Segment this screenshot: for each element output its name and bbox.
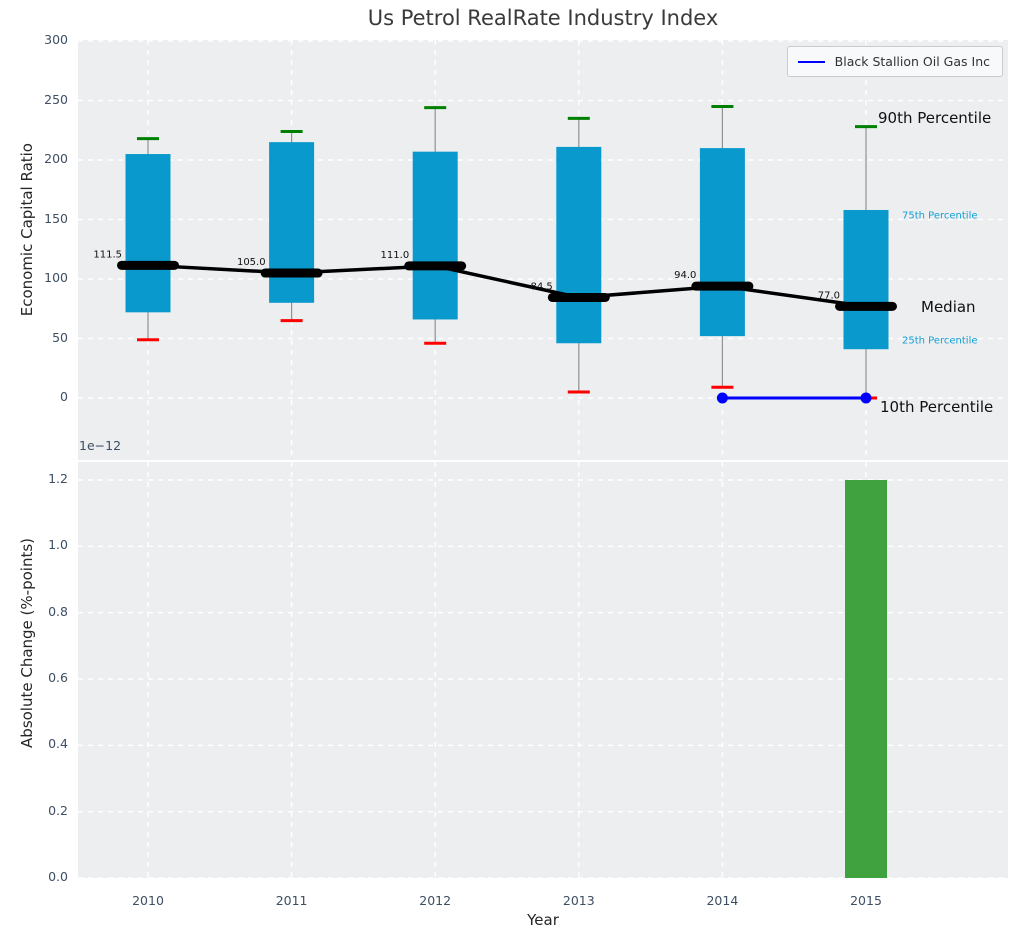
top-y-axis-label: Economic Capital Ratio	[18, 143, 36, 317]
xtick-label: 2012	[419, 893, 452, 908]
top-ytick-label: 300	[44, 32, 68, 47]
top-ytick-label: 200	[44, 151, 68, 166]
bottom-y-axis-label: Absolute Change (%-points)	[18, 538, 36, 748]
bottom-axes	[78, 462, 1008, 879]
xtick-label: 2011	[275, 893, 308, 908]
median-value-label: 77.0	[818, 290, 840, 301]
top-ytick-label: 100	[44, 270, 68, 285]
top-ytick-label: 50	[52, 329, 68, 345]
iqr-box	[843, 209, 889, 350]
company-marker	[716, 392, 728, 404]
iqr-box	[269, 142, 315, 303]
median-value-label: 111.0	[381, 250, 410, 261]
xtick-label: 2014	[706, 893, 739, 908]
bottom-ytick-label: 0.4	[48, 736, 68, 752]
bottom-ytick-label: 0.8	[48, 603, 68, 619]
median-marker	[547, 292, 610, 302]
median-value-label: 84.5	[531, 281, 553, 292]
top-ytick-label: 150	[44, 210, 68, 226]
axis-offset-text: 1e−12	[79, 438, 122, 453]
median-marker	[260, 268, 323, 278]
iqr-box	[699, 148, 745, 337]
median-line	[147, 263, 867, 309]
legend-label: Black Stallion Oil Gas Inc	[834, 54, 990, 69]
annotation-median: Median	[921, 298, 976, 316]
median-marker	[835, 301, 897, 311]
bottom-ytick-label: 0.6	[48, 670, 68, 685]
median-value-label: 94.0	[674, 270, 696, 281]
chart-title: Us Petrol RealRate Industry Index	[367, 6, 719, 30]
top-ytick-label: 0	[60, 389, 68, 404]
company-marker	[860, 392, 872, 404]
x-axis-label: Year	[527, 911, 559, 929]
bottom-ytick-label: 1.2	[48, 471, 68, 486]
xtick-label: 2010	[132, 893, 164, 908]
change-bar	[845, 480, 887, 878]
median-marker	[691, 281, 754, 291]
median-marker	[404, 261, 467, 271]
legend-line-swatch	[797, 60, 825, 63]
bottom-ytick-label: 1.0	[48, 537, 68, 553]
xtick-label: 2015	[850, 893, 882, 908]
legend: Black Stallion Oil Gas Inc	[786, 46, 1003, 77]
bottom-plot-svg	[78, 462, 1008, 879]
annotation-25th-percentile: 25th Percentile	[902, 335, 978, 347]
annotation-10th-percentile: 10th Percentile	[880, 398, 994, 416]
iqr-box	[556, 146, 602, 344]
annotation-75th-percentile: 75th Percentile	[902, 210, 978, 222]
top-plot-svg: 111.5 105.0 111.0 84.5 94.0 77.0	[78, 40, 1008, 460]
top-axes: 111.5 105.0 111.0 84.5 94.0 77.0 90th Percenti…	[78, 40, 1008, 460]
annotation-90th-percentile: 90th Percentile	[878, 109, 992, 127]
median-value-label: 105.0	[237, 257, 266, 268]
xtick-label: 2013	[562, 893, 595, 908]
median-marker	[117, 260, 179, 270]
bottom-ytick-label: 0.2	[48, 802, 68, 818]
bottom-ytick-label: 0.0	[48, 869, 68, 884]
top-ytick-label: 250	[44, 91, 68, 107]
iqr-box	[125, 154, 171, 313]
median-value-label: 111.5	[93, 249, 122, 260]
iqr-box	[412, 151, 458, 320]
